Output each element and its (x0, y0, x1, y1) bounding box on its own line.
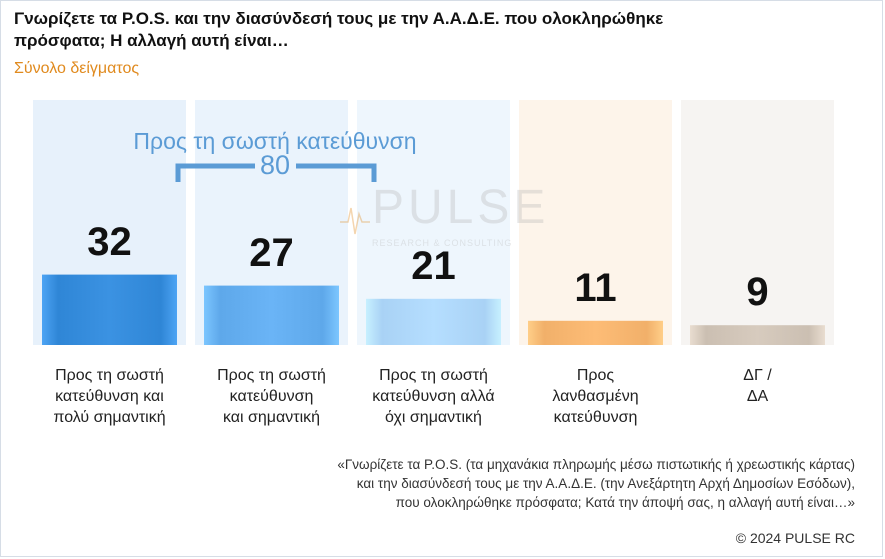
category-label: Προς λανθασμένη κατεύθυνση (521, 365, 671, 428)
chart-title: Γνωρίζετε τα P.O.S. και την διασύνδεσή τ… (14, 9, 664, 50)
bar (204, 285, 339, 345)
bar-value-label: 11 (574, 265, 617, 310)
category-label-line: λανθασμένη (552, 388, 639, 405)
group-value: 80 (259, 150, 291, 180)
pulse-watermark: PULSE RESEARCH & CONSULTING (340, 180, 550, 260)
chart-subtitle: Σύνολο δείγματος (14, 60, 140, 77)
bar (690, 325, 825, 345)
group-label: Προς τη σωστή κατεύθυνση (133, 128, 417, 154)
bar-value-label: 9 (746, 270, 769, 315)
category-label-line: κατεύθυνση και (55, 388, 164, 405)
bar-value-label: 27 (249, 230, 294, 275)
category-label-line: Προς τη σωστή (217, 367, 326, 384)
category-label-line: κατεύθυνση (229, 388, 314, 405)
category-label-line: Προς τη σωστή (379, 367, 488, 384)
category-label: ΔΓ / ΔΑ (683, 365, 833, 407)
watermark-tagline: RESEARCH & CONSULTING (372, 238, 513, 248)
category-label-line: όχι σημαντική (385, 409, 482, 426)
category-label-line: κατεύθυνση αλλά (372, 388, 495, 405)
category-label-line: Προς τη σωστή (55, 367, 164, 384)
pulse-line-icon (340, 207, 370, 235)
bar-background (681, 100, 834, 345)
copyright: © 2024 PULSE RC (735, 530, 855, 546)
category-label-line: πολύ σημαντική (53, 409, 166, 426)
footnote-line: «Γνωρίζετε τα P.O.S. (τα μηχανάκια πληρω… (337, 457, 855, 472)
question-footnote: «Γνωρίζετε τα P.O.S. (τα μηχανάκια πληρω… (215, 455, 855, 512)
category-label-line: Προς (576, 367, 615, 384)
watermark-name: PULSE (372, 181, 550, 234)
bar-value-label: 21 (411, 243, 456, 288)
category-label: Προς τη σωστή κατεύθυνση και σημαντική (197, 365, 347, 428)
group-bracket (175, 163, 377, 182)
bar (528, 320, 663, 345)
bar (366, 298, 501, 345)
bar (42, 274, 177, 345)
category-label-line: ΔΓ / (743, 367, 772, 384)
category-label: Προς τη σωστή κατεύθυνση και πολύ σημαντικ… (35, 365, 185, 428)
bar-background (519, 100, 672, 345)
category-label-line: και σημαντική (222, 409, 321, 426)
footnote-line: και την διασύνδεσή τους με την Α.Α.Δ.Ε. … (356, 476, 855, 491)
category-label-line: ΔΑ (746, 388, 769, 405)
footnote-line: που ολοκληρώθηκε πρόσφατα; Κατά την άποψ… (395, 495, 855, 510)
bar-value-label: 32 (87, 219, 132, 264)
category-label-line: κατεύθυνση (553, 409, 638, 426)
category-label: Προς τη σωστή κατεύθυνση αλλά όχι σημαντικ… (359, 365, 509, 428)
